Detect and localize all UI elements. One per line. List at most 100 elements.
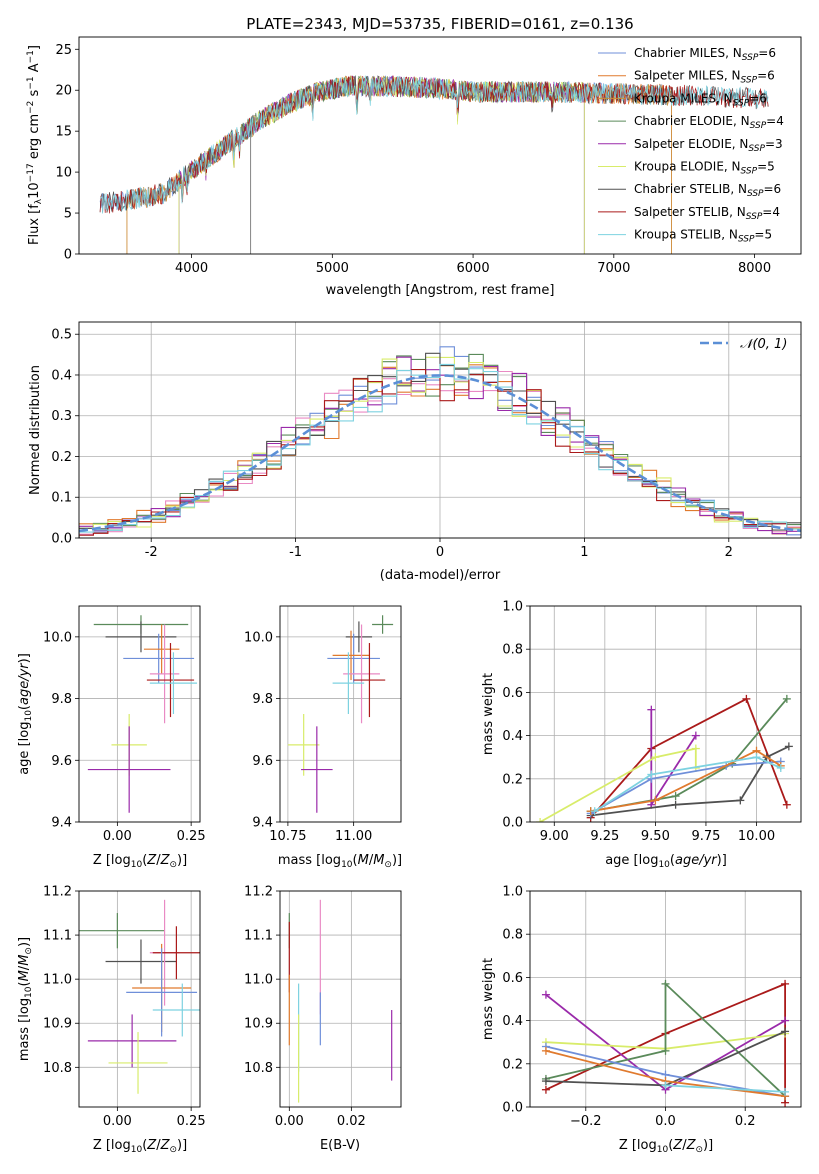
legend-label-part: =5 (757, 160, 775, 174)
legend-label-part: =4 (766, 114, 784, 128)
y-axis-label-part: Flux [f (27, 204, 42, 245)
x-axis-label-part: ⊙ (695, 1145, 703, 1155)
legend-label-part: =4 (762, 205, 780, 219)
plot-area (288, 899, 393, 1103)
y-tick-label: 0.4 (51, 368, 72, 383)
plot-area (287, 615, 394, 813)
x-tick-label: 9.25 (590, 829, 619, 844)
x-tick-label: 7000 (597, 261, 630, 276)
x-tick-label: 2 (725, 545, 733, 560)
y-tick-label: 0.5 (51, 328, 72, 343)
y-axis-label: mass [log10(M/M⊙)] (17, 937, 34, 1061)
x-axis-label-part: Z (686, 1138, 697, 1153)
y-axis-label-part: mass [log (17, 998, 32, 1061)
y-axis-label: age [log10(age/yr)] (17, 653, 34, 775)
y-axis-label-part: / (17, 965, 32, 970)
legend-label-part: Kroupa ELODIE, N (634, 160, 741, 174)
y-axis-label-part: 10 (24, 986, 34, 998)
panel-age_vs_Z: 0.00 0.259.49.69.810.0Z [log10(Z/Z⊙)]age … (17, 605, 206, 870)
x-axis-label-part: ⊙ (169, 1145, 177, 1155)
legend-label-part: =6 (749, 91, 767, 105)
x-axis-label-part: )] (177, 1138, 187, 1153)
axes-frame (529, 605, 802, 823)
axes-frame (78, 890, 201, 1108)
x-tick-label: 0.02 (337, 1114, 366, 1129)
x-tick-label: 0.2 (735, 1114, 756, 1129)
y-axis-label-part: −17 (26, 163, 36, 182)
y-axis-label-part: λ (34, 198, 44, 204)
legend-label: Salpeter STELIB, NSSP=4 (634, 205, 780, 222)
y-axis-label-part: ] (27, 45, 42, 50)
x-tick-label: −0.2 (570, 1114, 602, 1129)
y-tick-label: 11.1 (244, 929, 273, 944)
y-tick-label: 0.4 (502, 729, 523, 744)
y-axis-label-part: M (17, 955, 32, 966)
legend-label-part: =6 (764, 182, 782, 196)
x-axis-label-part: age/yr (675, 853, 718, 868)
legend-label-part: Kroupa MILES, N (634, 91, 733, 105)
y-tick-label: 25 (55, 43, 72, 58)
y-tick-label: 11.1 (43, 929, 72, 944)
legend-label-part: Chabrier ELODIE, N (634, 114, 750, 128)
x-axis-label-part: )] (717, 853, 727, 868)
x-axis-label-part: 10 (131, 1145, 143, 1155)
legend-label-part: =3 (765, 137, 783, 151)
axes-frame (279, 605, 402, 823)
y-tick-label: 10.9 (43, 1017, 72, 1032)
y-tick-label: 0.3 (51, 409, 72, 424)
y-axis-label: Flux [fλ10−17 erg cm−2 s−1 A−1] (26, 45, 44, 245)
legend-label-part: =6 (757, 69, 775, 83)
y-tick-label: 9.6 (51, 754, 72, 769)
x-axis-label: Z [log10(Z/Z⊙)] (93, 1138, 187, 1155)
x-tick-label: 0 (436, 545, 444, 560)
legend-label: Salpeter ELODIE, NSSP=3 (634, 137, 783, 154)
x-tick-label: 4000 (175, 261, 208, 276)
y-tick-label: 0 (64, 248, 72, 263)
y-tick-label: 11.0 (43, 973, 72, 988)
legend-label: Kroupa ELODIE, NSSP=5 (634, 160, 775, 177)
x-tick-label: 10.75 (269, 829, 306, 844)
plot-area (536, 694, 793, 822)
weight-line-2 (539, 747, 697, 822)
x-axis-label-part: ( (670, 853, 675, 868)
x-axis-label-part: ( (668, 1138, 673, 1153)
y-tick-label: 9.6 (252, 754, 273, 769)
x-axis-label: wavelength [Angstrom, rest frame] (326, 283, 555, 298)
weight-line-6 (590, 749, 782, 813)
y-axis-label-part: )] (17, 937, 32, 947)
axes-frame (78, 605, 201, 823)
y-tick-label: 9.4 (51, 816, 72, 831)
x-axis-label: Z [log10(Z/Z⊙)] (93, 853, 187, 870)
y-tick-label: 10.9 (244, 1017, 273, 1032)
legend-label-part: Chabrier MILES, N (634, 46, 742, 60)
plot-area (87, 615, 198, 813)
x-axis-label-part: )] (392, 853, 402, 868)
x-axis-label-part: age [log (605, 853, 658, 868)
x-axis-label-part: 10 (658, 860, 670, 870)
legend-label-part: Kroupa STELIB, N (634, 228, 738, 242)
y-axis-label: Normed distribution (28, 365, 43, 495)
legend-label-part: SSP (746, 212, 763, 222)
x-tick-label: 0.00 (103, 829, 132, 844)
x-axis-label: E(B-V) (320, 1138, 360, 1153)
x-tick-label: 0.25 (177, 1114, 206, 1129)
spectrum-line-8 (99, 75, 769, 214)
legend-label: Salpeter MILES, NSSP=6 (634, 69, 775, 86)
legend-label-part: Salpeter ELODIE, N (634, 137, 748, 151)
y-axis-label-part: 10 (27, 182, 42, 199)
y-tick-label: 15 (55, 125, 72, 140)
legend-label-part: SSP (741, 76, 758, 86)
x-tick-label: 9.00 (540, 829, 569, 844)
y-axis-label-part: s (27, 89, 42, 100)
x-axis-label-part: ⊙ (169, 860, 177, 870)
x-axis-label-part: / (369, 853, 374, 868)
x-tick-label: 0.00 (103, 1114, 132, 1129)
x-tick-label: 9.50 (641, 829, 670, 844)
legend-label-part: Salpeter MILES, N (634, 69, 741, 83)
x-axis-label-part: / (156, 1138, 161, 1153)
x-tick-label: 0.0 (655, 1114, 676, 1129)
weight-line-3 (545, 981, 786, 1097)
